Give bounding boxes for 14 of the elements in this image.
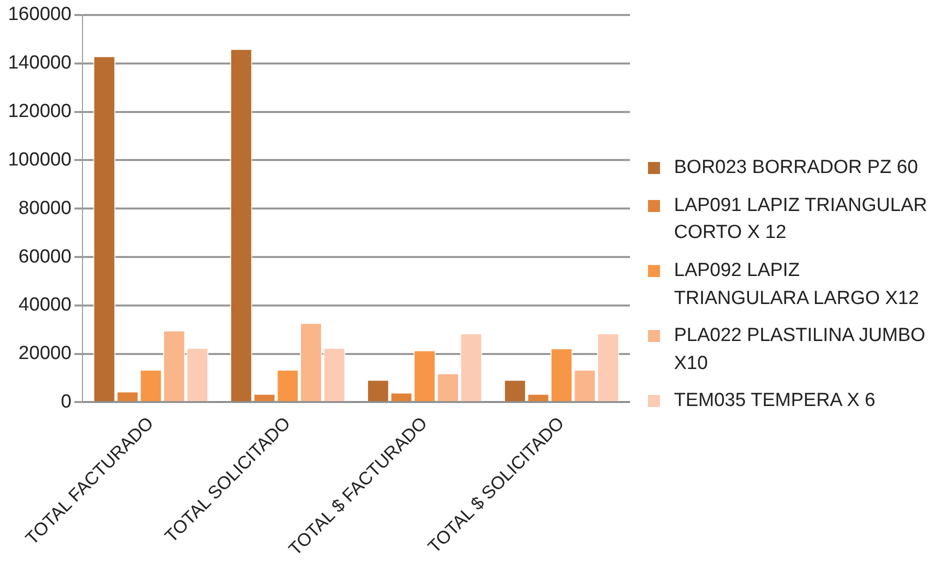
y-tick-label: 160000	[8, 4, 72, 26]
legend-label: LAP091 LAPIZ TRIANGULAR CORTO X 12	[674, 194, 928, 246]
y-tick-label: 140000	[8, 52, 72, 74]
legend-label: LAP092 LAPIZ TRIANGULARA LARGO X12	[674, 258, 920, 310]
y-tick-label: 0	[60, 391, 72, 412]
y-tick-label: 20000	[18, 343, 72, 364]
y-tick-label: 80000	[18, 198, 72, 219]
legend-label: TEM035 TEMPERA X 6	[674, 389, 876, 414]
y-tick-label: 120000	[8, 101, 72, 122]
legend-label: PLA022 PLASTILINA JUMBO X10	[674, 324, 926, 376]
y-tick-label: 100000	[8, 149, 72, 170]
y-tick-label: 40000	[18, 294, 72, 316]
y-tick-label: 60000	[18, 246, 72, 268]
legend-label: BOR023 BORRADOR PZ 60	[674, 156, 918, 180]
